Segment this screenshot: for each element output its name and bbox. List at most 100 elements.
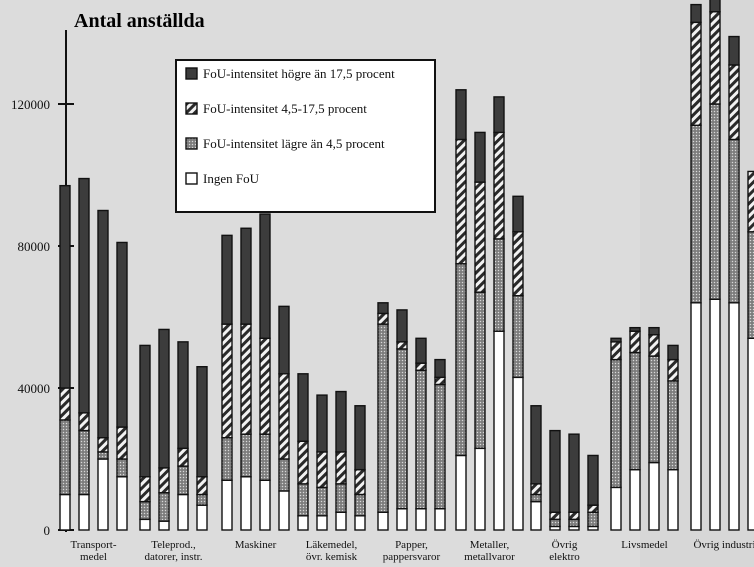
bar-segment bbox=[116, 241, 128, 428]
legend-label: FoU-intensitet högre än 17,5 procent bbox=[203, 66, 395, 81]
legend-box bbox=[175, 59, 436, 213]
bar-segment bbox=[59, 184, 71, 389]
bar-segment bbox=[316, 515, 328, 531]
bar-segment bbox=[629, 326, 641, 332]
bar-segment bbox=[530, 483, 542, 496]
bar-segment bbox=[139, 500, 151, 521]
bar-segment bbox=[667, 380, 679, 471]
bar-segment bbox=[667, 358, 679, 382]
bar-segment bbox=[610, 486, 622, 531]
y-tick-label: 120000 bbox=[11, 97, 50, 112]
bar-segment bbox=[474, 447, 486, 531]
bar-segment bbox=[139, 476, 151, 503]
bar-segment bbox=[259, 213, 271, 340]
y-tick-label: 0 bbox=[44, 523, 51, 538]
category-label: Teleprod., datorer, instr. bbox=[145, 539, 203, 563]
bar-segment bbox=[259, 433, 271, 481]
bar-segment bbox=[97, 451, 109, 460]
bar-segment bbox=[667, 344, 679, 361]
bar-segment bbox=[158, 520, 170, 531]
bar-segment bbox=[97, 437, 109, 453]
bar-segment bbox=[587, 504, 599, 513]
bar-segment bbox=[278, 490, 290, 531]
bar-segment bbox=[568, 511, 580, 521]
bar-segment bbox=[512, 231, 524, 297]
bar-segment bbox=[474, 131, 486, 183]
bar-segment bbox=[568, 518, 580, 528]
y-axis-ticks: 0 40000 80000 120000 bbox=[11, 97, 74, 538]
category-label: Livsmedel bbox=[621, 539, 667, 551]
category-label: Övrig industri bbox=[693, 539, 754, 551]
bar-segment bbox=[728, 302, 740, 531]
bar-segment bbox=[629, 351, 641, 471]
bar-segment bbox=[259, 337, 271, 435]
category-label: Maskiner bbox=[235, 539, 277, 551]
bar-segment bbox=[335, 483, 347, 513]
bar-segment bbox=[116, 426, 128, 460]
bar-segment bbox=[116, 476, 128, 531]
bar-segment bbox=[549, 511, 561, 521]
bar-segment bbox=[709, 298, 721, 531]
bar-segment bbox=[354, 493, 366, 517]
bar-segment bbox=[335, 451, 347, 485]
bar-segment bbox=[747, 170, 754, 233]
bar-segment bbox=[530, 500, 542, 531]
bar-segment bbox=[278, 305, 290, 375]
bar-segment bbox=[78, 412, 90, 432]
bar-segment bbox=[377, 302, 389, 315]
bar-segment bbox=[415, 508, 427, 531]
bar-segment bbox=[530, 493, 542, 503]
bar-segment bbox=[354, 515, 366, 531]
bar-segment bbox=[512, 295, 524, 379]
legend-swatch bbox=[185, 172, 198, 185]
bar-segment bbox=[396, 309, 408, 343]
bar-segment bbox=[648, 334, 660, 357]
bar-segment bbox=[158, 467, 170, 494]
bar-segment bbox=[415, 369, 427, 510]
bar-segment bbox=[221, 437, 233, 482]
bar-segment bbox=[709, 103, 721, 300]
bar-segment bbox=[335, 511, 347, 531]
bar-segment bbox=[690, 302, 702, 531]
bar-segment bbox=[316, 451, 328, 489]
bar-segment bbox=[221, 234, 233, 325]
bar-segment bbox=[690, 3, 702, 24]
legend-label: FoU-intensitet lägre än 4,5 procent bbox=[203, 136, 385, 151]
bar-segment bbox=[493, 131, 505, 240]
bar-segment bbox=[610, 358, 622, 489]
bar-segment bbox=[139, 518, 151, 531]
bar-segment bbox=[78, 493, 90, 531]
legend-swatch bbox=[185, 137, 198, 150]
bar-segment bbox=[648, 326, 660, 336]
bar-segment bbox=[158, 328, 170, 469]
bar-segment bbox=[221, 479, 233, 531]
bar-segment bbox=[549, 429, 561, 513]
bar-segment bbox=[240, 433, 252, 478]
bar-segment bbox=[512, 376, 524, 531]
bar-segment bbox=[709, 0, 721, 13]
bar-segment bbox=[335, 390, 347, 453]
bar-segment bbox=[512, 195, 524, 233]
bar-segment bbox=[610, 337, 622, 343]
legend-label: Ingen FoU bbox=[203, 171, 260, 186]
bar-segment bbox=[530, 405, 542, 485]
bar-segment bbox=[434, 508, 446, 531]
bar-segment bbox=[434, 383, 446, 510]
bar-segment bbox=[297, 373, 309, 442]
bar-segment bbox=[415, 362, 427, 371]
bar-segment bbox=[377, 323, 389, 513]
bar-segment bbox=[549, 518, 561, 528]
category-label: Övrig elektro bbox=[549, 539, 580, 563]
bar-segment bbox=[690, 124, 702, 304]
bar-segment bbox=[493, 96, 505, 134]
bar-segment bbox=[747, 231, 754, 340]
bar-segment bbox=[297, 440, 309, 485]
bar-segment bbox=[196, 493, 208, 506]
bar-segment bbox=[177, 341, 189, 450]
bar-segment bbox=[455, 89, 467, 141]
bar-segment bbox=[297, 483, 309, 517]
bar-segment bbox=[629, 468, 641, 531]
bar-segment bbox=[747, 337, 754, 531]
y-tick-label: 80000 bbox=[18, 239, 51, 254]
